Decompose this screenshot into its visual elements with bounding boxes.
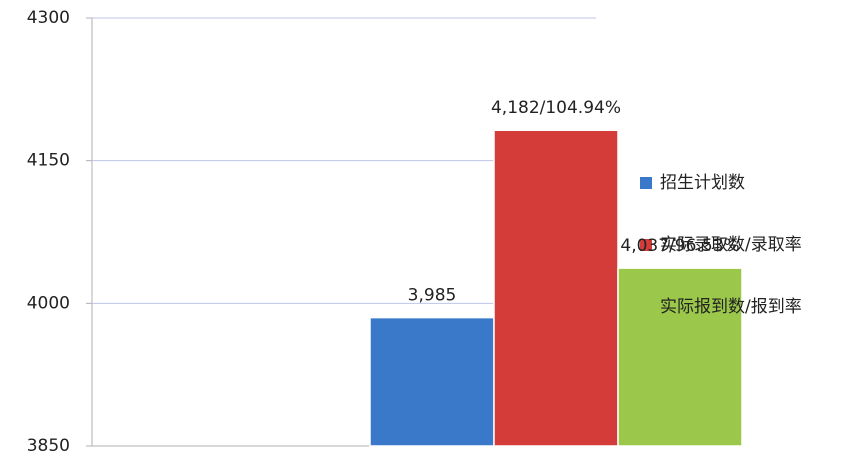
data-label: 4,037/96.53%	[620, 236, 739, 256]
y-tick-label: 4300	[27, 8, 70, 28]
y-tick-label: 4000	[27, 293, 70, 313]
legend-swatch	[640, 239, 652, 251]
bar	[369, 316, 495, 447]
bar	[617, 267, 743, 447]
y-tick-label: 3850	[27, 436, 70, 456]
legend-label: 实际录取数/录取率	[660, 235, 802, 255]
bar	[493, 129, 619, 447]
data-label: 4,182/104.94%	[491, 98, 621, 118]
legend-swatch	[640, 301, 652, 313]
legend-swatch	[640, 177, 652, 189]
legend-label: 实际报到数/报到率	[660, 297, 802, 317]
y-tick-label: 4150	[27, 151, 70, 171]
data-label: 3,985	[408, 286, 457, 306]
legend-label: 招生计划数	[660, 173, 745, 193]
